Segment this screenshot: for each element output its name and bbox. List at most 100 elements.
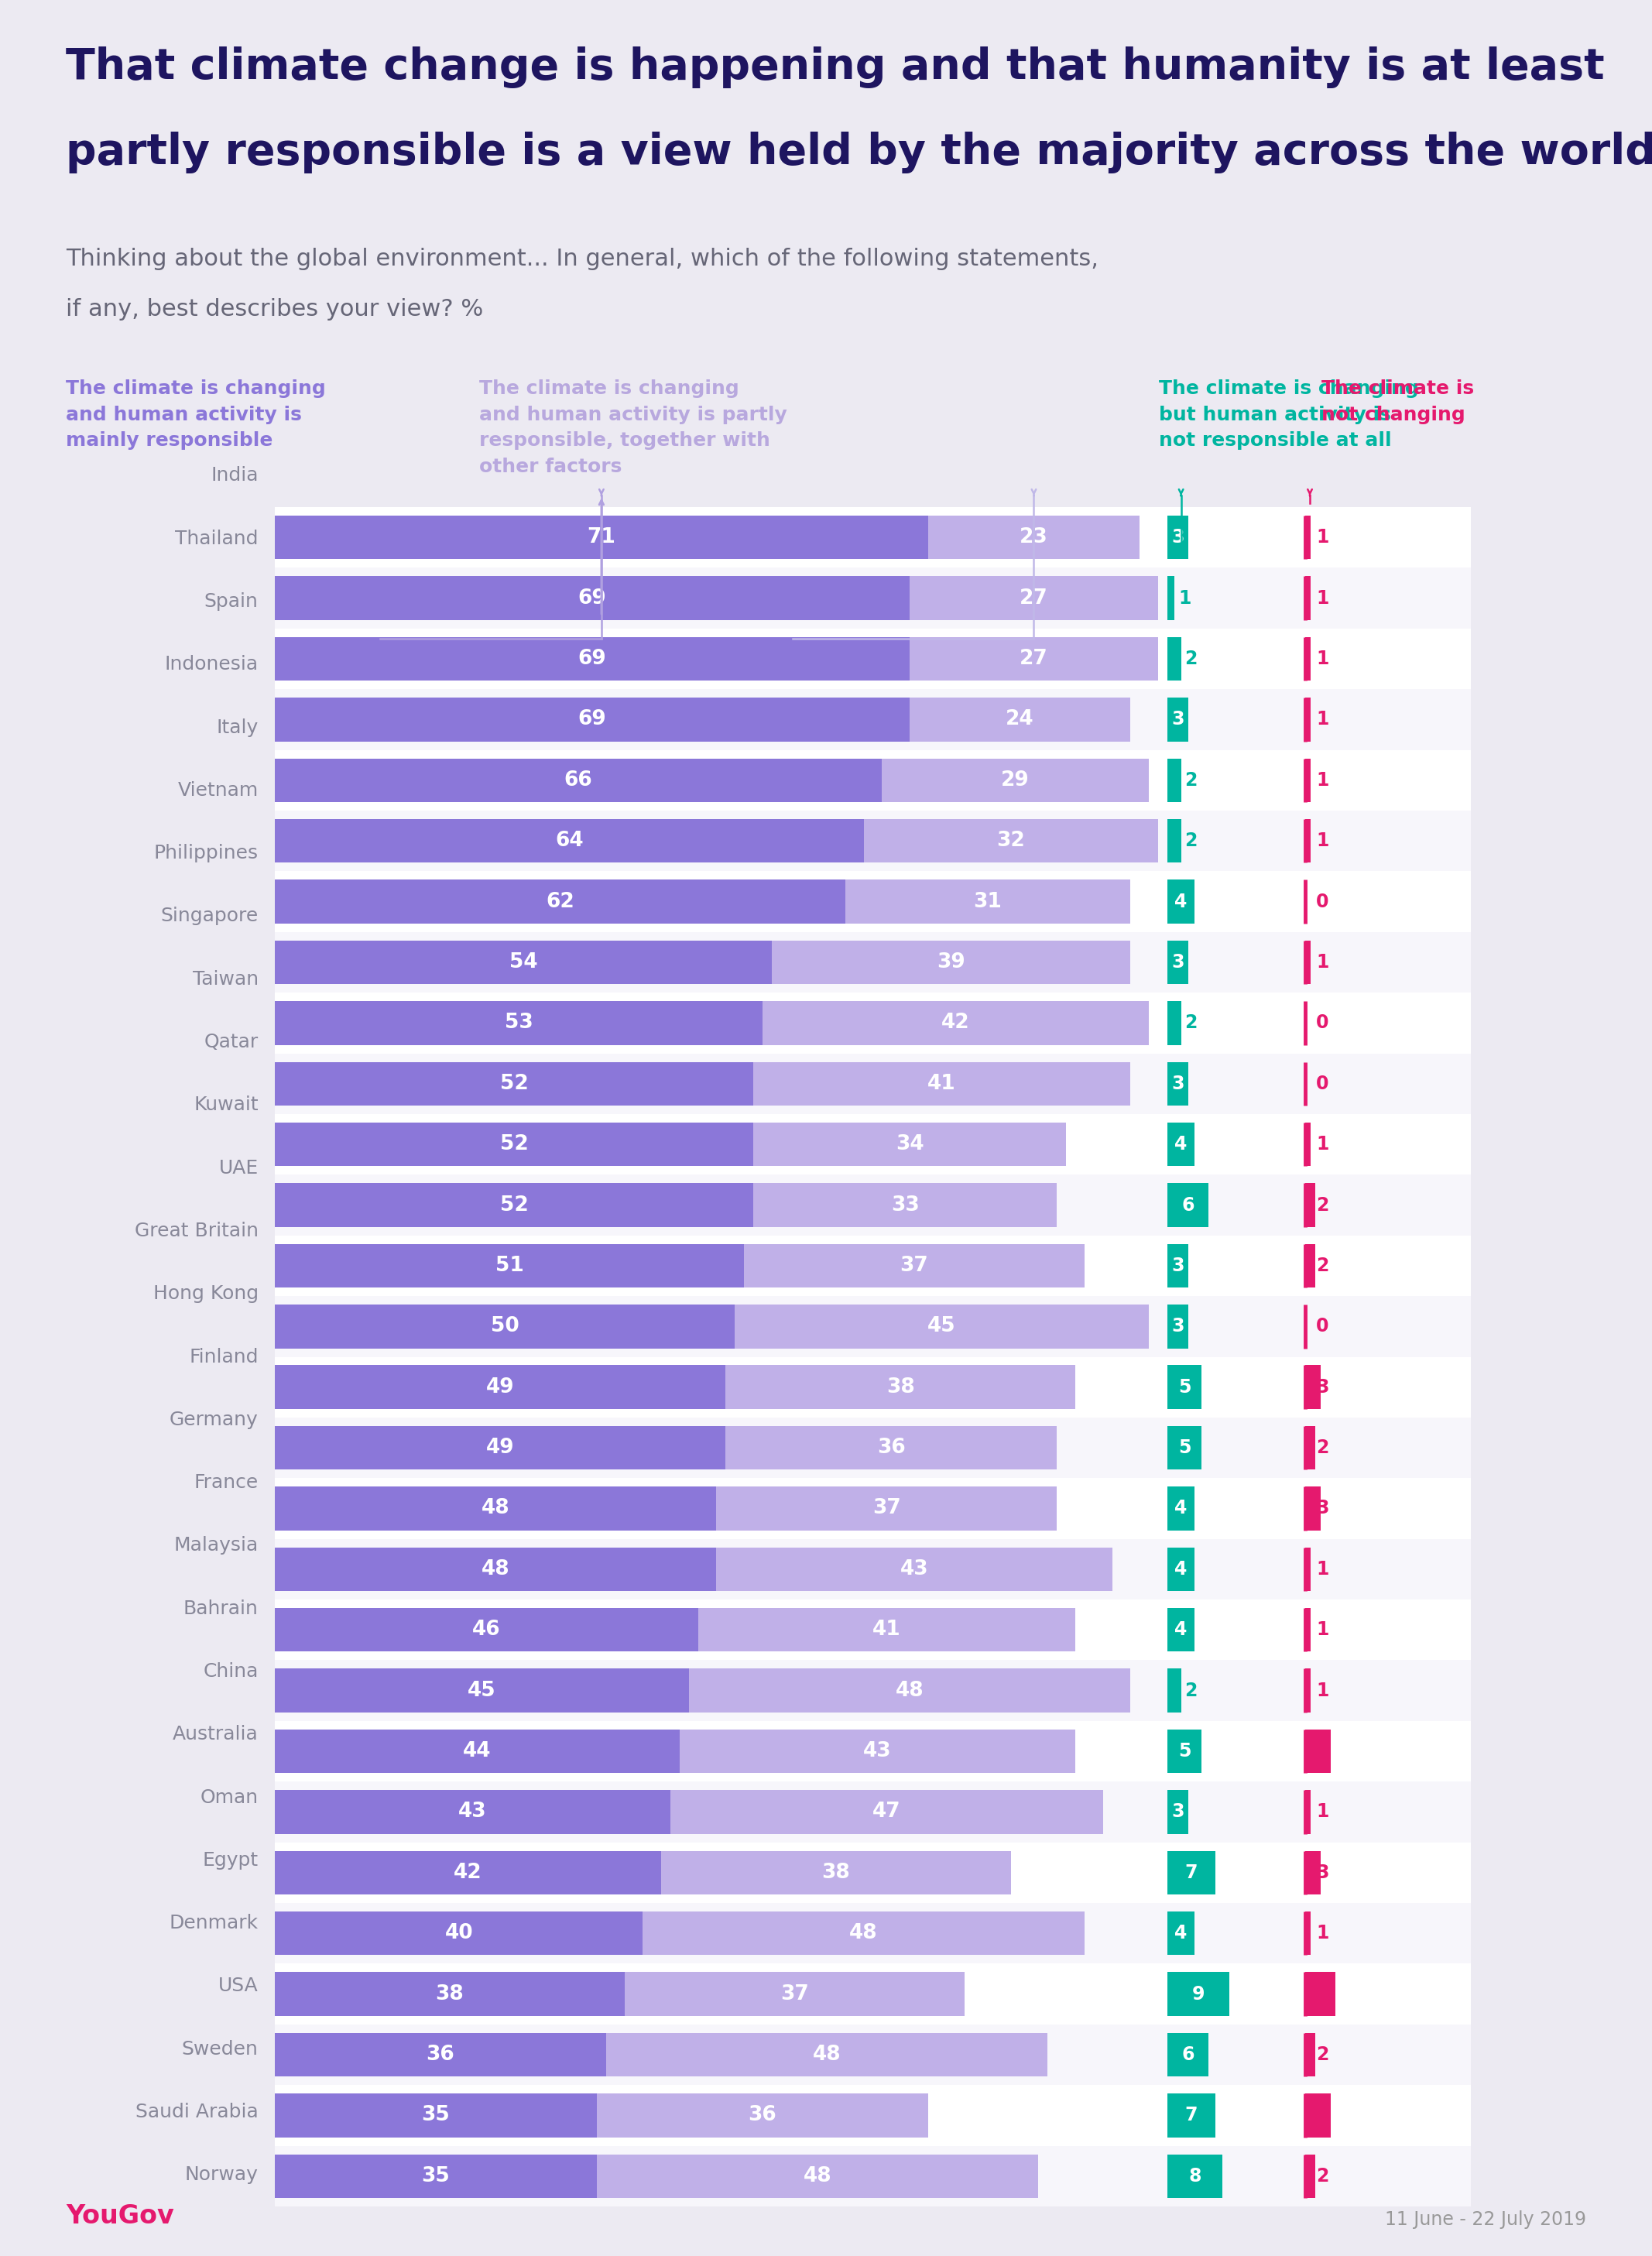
Text: Thinking about the global environment... In general, which of the following stat: Thinking about the global environment...… bbox=[66, 248, 1099, 271]
Bar bbox=[274, 575, 910, 620]
Bar bbox=[274, 2094, 596, 2136]
Bar bbox=[1168, 1850, 1216, 1895]
Bar bbox=[266, 871, 1480, 932]
Text: 1: 1 bbox=[1317, 1803, 1328, 1821]
Text: 45: 45 bbox=[468, 1681, 496, 1701]
Bar bbox=[266, 1297, 1480, 1356]
Text: 53: 53 bbox=[504, 1013, 534, 1033]
Text: 48: 48 bbox=[481, 1498, 510, 1518]
Text: 36: 36 bbox=[426, 2044, 454, 2064]
Bar bbox=[1168, 758, 1181, 803]
Text: 42: 42 bbox=[942, 1013, 970, 1033]
Bar bbox=[928, 517, 1140, 559]
Text: 49: 49 bbox=[486, 1437, 514, 1457]
Bar bbox=[1168, 941, 1188, 984]
Text: 31: 31 bbox=[973, 891, 1003, 911]
Text: 34: 34 bbox=[895, 1135, 923, 1155]
Bar bbox=[1168, 1789, 1188, 1834]
Text: Great Britain: Great Britain bbox=[134, 1220, 258, 1241]
Bar bbox=[266, 993, 1480, 1054]
Text: 27: 27 bbox=[1019, 589, 1047, 609]
Bar bbox=[725, 1365, 1075, 1410]
Text: Thailand: Thailand bbox=[175, 530, 258, 548]
Bar bbox=[266, 1054, 1480, 1114]
Bar bbox=[1305, 1426, 1315, 1469]
Text: 1: 1 bbox=[1317, 528, 1328, 546]
Text: Sweden: Sweden bbox=[182, 2039, 258, 2057]
Text: 40: 40 bbox=[444, 1924, 472, 1942]
Bar bbox=[661, 1850, 1011, 1895]
Text: The climate is changing
and human activity is partly
responsible, together with
: The climate is changing and human activi… bbox=[479, 379, 786, 476]
Bar bbox=[1305, 2033, 1315, 2076]
Text: 47: 47 bbox=[872, 1803, 900, 1823]
Bar bbox=[266, 1843, 1480, 1904]
Bar bbox=[1168, 1972, 1229, 2017]
Bar bbox=[1305, 1850, 1320, 1895]
Bar bbox=[624, 1972, 965, 2017]
Bar bbox=[266, 629, 1480, 688]
Bar bbox=[274, 636, 910, 681]
Text: 4: 4 bbox=[1175, 1924, 1188, 1942]
Bar bbox=[699, 1609, 1075, 1651]
Bar bbox=[910, 697, 1130, 742]
Text: 2: 2 bbox=[1184, 1681, 1198, 1699]
Text: 46: 46 bbox=[472, 1620, 501, 1640]
Text: USA: USA bbox=[218, 1976, 258, 1997]
Bar bbox=[266, 2024, 1480, 2085]
Bar bbox=[1305, 758, 1310, 803]
Bar bbox=[717, 1548, 1112, 1590]
Text: Taiwan: Taiwan bbox=[192, 970, 258, 988]
Bar bbox=[274, 1911, 643, 1956]
Text: 2: 2 bbox=[1184, 1013, 1198, 1033]
Bar bbox=[671, 1789, 1104, 1834]
Bar bbox=[1168, 819, 1181, 862]
Text: 71: 71 bbox=[586, 528, 616, 548]
Bar bbox=[274, 1123, 753, 1166]
Text: 3: 3 bbox=[1171, 711, 1184, 729]
Bar bbox=[1168, 1487, 1194, 1530]
Bar bbox=[1168, 636, 1181, 681]
Text: 4: 4 bbox=[1175, 1620, 1188, 1640]
Bar bbox=[266, 932, 1480, 993]
Bar bbox=[1168, 1002, 1181, 1045]
Bar bbox=[274, 2033, 606, 2076]
Bar bbox=[717, 1487, 1057, 1530]
Bar bbox=[735, 1304, 1148, 1349]
Text: 43: 43 bbox=[864, 1742, 892, 1762]
Bar bbox=[274, 1063, 753, 1105]
Text: 27: 27 bbox=[1019, 650, 1047, 668]
Text: 1: 1 bbox=[1317, 952, 1328, 972]
Text: 8: 8 bbox=[1188, 2166, 1201, 2186]
Text: Kuwait: Kuwait bbox=[193, 1096, 258, 1114]
Bar bbox=[1305, 1182, 1315, 1227]
Text: 1: 1 bbox=[1178, 589, 1191, 607]
Text: 4: 4 bbox=[1175, 893, 1188, 911]
Text: 1: 1 bbox=[1317, 832, 1328, 851]
Text: 2: 2 bbox=[1184, 772, 1198, 790]
Text: 38: 38 bbox=[885, 1376, 915, 1396]
Bar bbox=[910, 575, 1158, 620]
Text: 69: 69 bbox=[578, 589, 606, 609]
Text: 44: 44 bbox=[463, 1742, 491, 1762]
Bar bbox=[1305, 1789, 1310, 1834]
Bar bbox=[606, 2033, 1047, 2076]
Text: 69: 69 bbox=[578, 708, 606, 729]
Text: Saudi Arabia: Saudi Arabia bbox=[135, 2103, 258, 2121]
Bar bbox=[1305, 1487, 1320, 1530]
Bar bbox=[1168, 2094, 1216, 2136]
Bar bbox=[1168, 1063, 1188, 1105]
Text: 37: 37 bbox=[780, 1983, 809, 2003]
Text: 37: 37 bbox=[900, 1257, 928, 1277]
Bar bbox=[1168, 2033, 1209, 2076]
Text: 5: 5 bbox=[1178, 1378, 1191, 1396]
Bar bbox=[1168, 2154, 1222, 2197]
Bar bbox=[266, 1175, 1480, 1236]
Text: France: France bbox=[193, 1473, 258, 1491]
Bar bbox=[753, 1182, 1057, 1227]
Text: 2: 2 bbox=[1317, 1196, 1328, 1214]
Text: 45: 45 bbox=[928, 1315, 957, 1336]
Text: The climate is changing
and human activity is
mainly responsible: The climate is changing and human activi… bbox=[66, 379, 325, 449]
Text: 69: 69 bbox=[578, 650, 606, 668]
Text: 43: 43 bbox=[459, 1803, 487, 1823]
Text: 1: 1 bbox=[1317, 650, 1328, 668]
